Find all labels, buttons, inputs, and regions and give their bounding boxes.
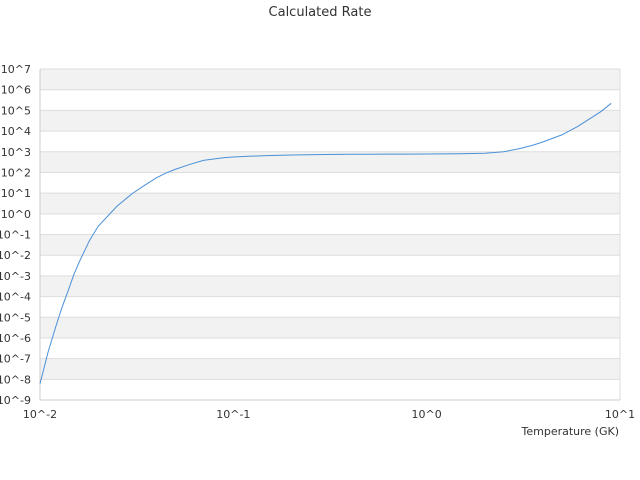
y-tick-label: 10^-9 [0,394,31,407]
y-tick-label: 10^3 [1,146,31,159]
y-tick-label: 10^-6 [0,332,31,345]
y-tick-label: 10^-7 [0,353,31,366]
x-tick-label: 10^-1 [216,408,250,421]
y-tick-label: 10^-3 [0,270,31,283]
grid-band [40,358,620,380]
y-tick-label: 10^0 [1,208,31,221]
grid-band [40,151,620,173]
x-axis-title: Temperature (GK) [521,425,620,438]
rate-series-line [39,102,612,385]
chart-title: Calculated Rate [269,5,372,20]
y-tick-label: 10^7 [1,63,31,76]
y-tick-label: 10^-4 [0,291,31,304]
grid-band [40,234,620,256]
y-tick-label: 10^1 [1,187,31,200]
y-tick-label: 10^6 [1,84,31,97]
grid-band [40,275,620,297]
y-tick-label: 10^4 [1,125,31,138]
grid-band [40,69,620,90]
y-tick-label: 10^5 [1,104,31,117]
y-tick-label: 10^-5 [0,311,31,324]
x-tick-label: 10^1 [605,408,635,421]
x-tick-label: 10^-2 [23,408,57,421]
y-tick-label: 10^2 [1,166,31,179]
grid-band [40,110,620,132]
y-tick-label: 10^-1 [0,229,31,242]
y-tick-label: 10^-8 [0,373,31,386]
y-tick-label: 10^-2 [0,249,31,262]
grid-band [40,317,620,338]
grid-band [40,193,620,214]
x-tick-label: 10^0 [412,408,442,421]
